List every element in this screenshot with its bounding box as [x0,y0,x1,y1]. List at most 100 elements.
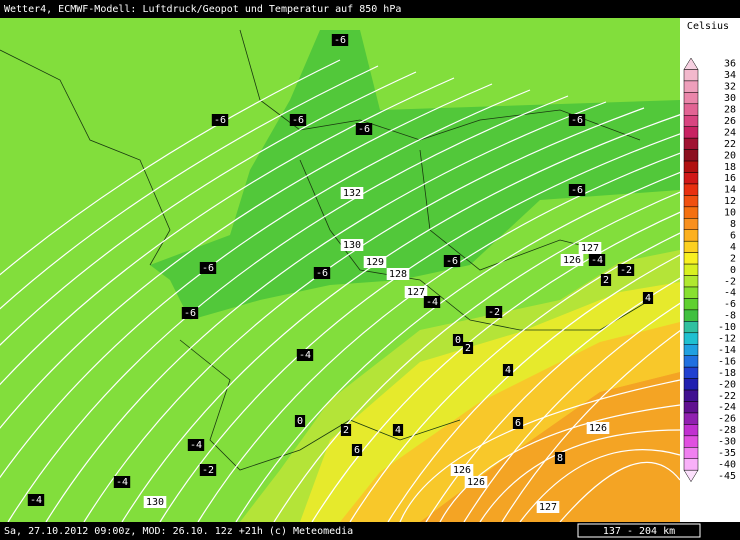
geopotential-label: 127 [407,287,425,298]
legend-label: 2 [730,253,736,264]
legend-label: 18 [724,162,736,173]
label-box [113,476,131,488]
legend-swatch [683,309,699,322]
temperature-label: -6 [571,185,583,196]
geopotential-label: 128 [389,269,407,280]
label-box [588,254,606,266]
temp-zone [150,30,680,320]
legend-label: -10 [718,322,736,333]
legend-swatch [683,172,699,185]
label-box [485,306,503,318]
temperature-label: 2 [603,275,609,286]
legend-label: 4 [730,242,736,253]
legend-swatch [683,229,699,242]
geopotential-label: 126 [563,255,581,266]
legend-label: 30 [724,93,736,104]
legend-swatch [683,206,699,219]
legend-swatch [683,80,699,93]
legend-label: -20 [718,379,736,390]
temperature-label: -4 [426,297,438,308]
legend-swatch [683,252,699,265]
legend-label: -26 [718,414,736,425]
isobar [399,379,681,523]
geopotential-label: 127 [581,243,599,254]
temperature-label: -6 [334,35,346,46]
geopotential-label: 132 [343,188,361,199]
legend-label: -4 [724,288,736,299]
isobar [159,119,721,523]
legend-swatch [683,92,699,105]
temperature-label: 2 [465,343,471,354]
temperature-label: -6 [292,115,304,126]
legend-swatch [683,332,699,345]
legend-swatch [683,321,699,334]
label-box [464,476,488,488]
legend-swatch [683,160,699,173]
scale-text: 137 - 204 km [603,526,675,537]
label-box [554,452,566,464]
label-box [296,349,314,361]
temperature-label: 4 [645,293,651,304]
label-box [199,464,217,476]
label-box [452,334,464,346]
legend-swatch [683,240,699,253]
isobar [0,65,379,310]
temperature-label: -4 [30,495,42,506]
temperature-label: -6 [202,263,214,274]
isobar [0,71,417,346]
label-box [578,242,602,254]
label-box [340,187,364,199]
temperature-label: 0 [455,335,461,346]
temperature-label: -2 [620,265,632,276]
legend-swatch [683,103,699,116]
legend-swatch [683,366,699,379]
isobar [0,83,493,429]
legend-label: 32 [724,82,736,93]
legend-swatch [683,115,699,127]
label-box [462,342,474,354]
temperature-label: -6 [571,115,583,126]
label-box [617,264,635,276]
legend-swatch [683,469,699,483]
label-box [363,256,387,268]
label-box [586,422,610,434]
legend-label: 20 [724,150,736,161]
legend-swatch [683,298,699,311]
legend-swatch [683,458,699,471]
header-bar [0,0,740,18]
isobar [45,101,607,523]
geopotential-label: 126 [467,477,485,488]
temperature-label: 0 [297,416,303,427]
temperature-label: -2 [202,465,214,476]
label-box [443,255,461,267]
isobar [0,89,531,479]
geopotential-label: 126 [453,465,471,476]
label-box [568,114,586,126]
label-box [404,286,428,298]
legend-label: -40 [718,459,736,470]
legend-swatch [683,183,699,196]
legend-label: 10 [724,208,736,219]
footer-text: Sa, 27.10.2012 09:00z, MOD: 26.10. 12z +… [4,526,353,537]
label-box [313,267,331,279]
temperature-label: -4 [299,350,311,361]
legend-swatch [683,435,699,448]
temperature-label: 8 [557,453,563,464]
isobar [311,186,740,523]
temperature-label: -4 [116,477,128,488]
legend-swatch [683,286,699,299]
label-box [181,307,199,319]
legend-label: 28 [724,105,736,116]
border [179,339,461,471]
legend-label: 22 [724,139,736,150]
geopotential-label: 130 [146,497,164,508]
label-box [331,34,349,46]
legend-swatch [683,195,699,208]
temperature-label: 6 [354,445,360,456]
geopotential-label: 130 [343,240,361,251]
legend-swatch [683,344,699,356]
temperature-label: 4 [505,365,511,376]
